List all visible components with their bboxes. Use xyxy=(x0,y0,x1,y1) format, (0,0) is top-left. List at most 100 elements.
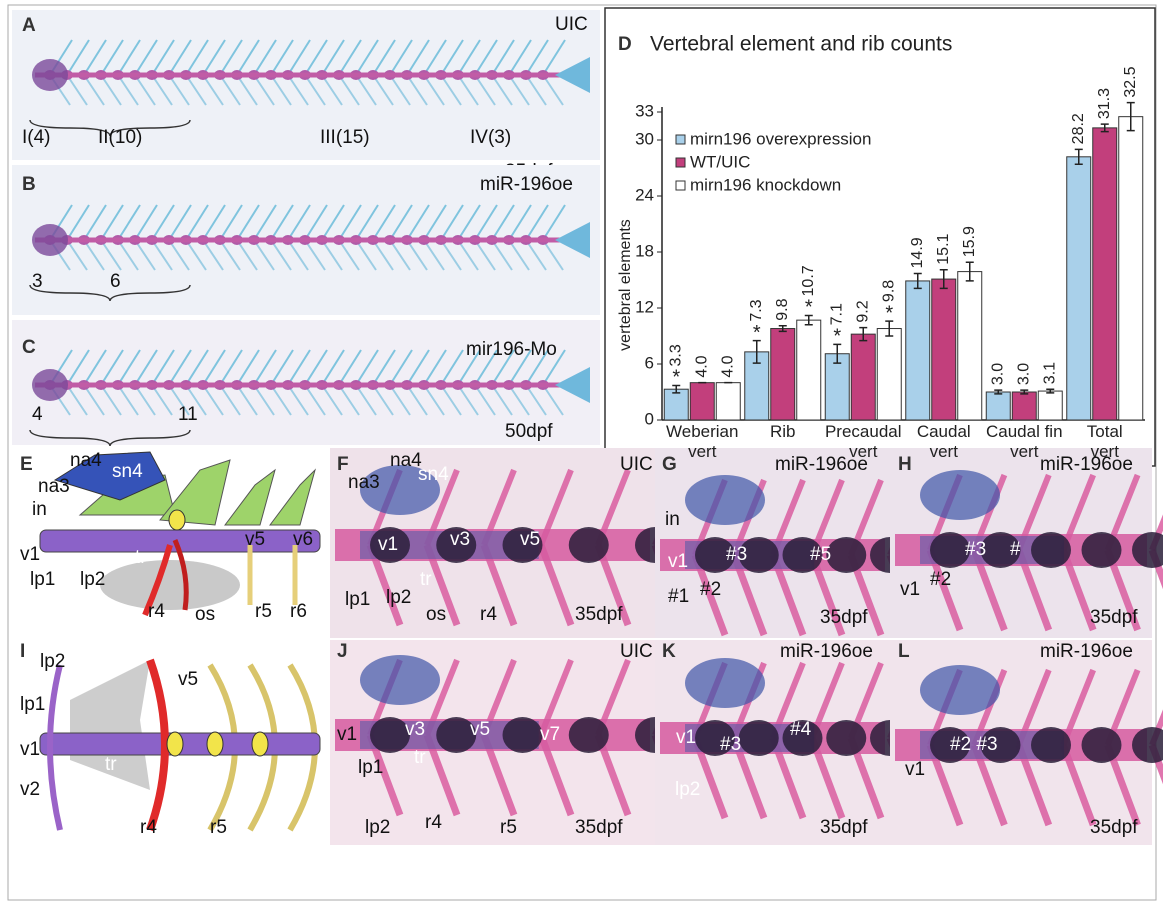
bar xyxy=(877,329,901,420)
centrum xyxy=(1082,532,1122,568)
panel-label: v3 xyxy=(450,529,470,550)
panel-label: #1 xyxy=(668,586,689,607)
value-label: 3.1 xyxy=(1041,362,1058,384)
bar xyxy=(664,389,688,420)
value-label: 7.3 xyxy=(748,299,765,321)
bar xyxy=(690,383,714,420)
bar xyxy=(932,279,956,420)
y-tick-label: 0 xyxy=(645,409,654,428)
panel-label: #3 xyxy=(726,544,747,565)
panel-label: 4 xyxy=(32,404,43,425)
panel-letter: L xyxy=(898,641,910,662)
panel-label: 35dpf xyxy=(820,607,868,628)
value-label: 4.0 xyxy=(719,355,736,377)
y-tick-label: 6 xyxy=(645,353,654,372)
centrum xyxy=(569,527,609,563)
value-label: 9.2 xyxy=(854,300,871,322)
panel-label: 35dpf xyxy=(1090,607,1138,628)
panel-label: v1 xyxy=(337,724,357,745)
panel-label: 35dpf xyxy=(575,817,623,838)
panel-label: v5 xyxy=(470,719,490,740)
centrum xyxy=(569,717,609,753)
panel-label: v1 xyxy=(20,739,40,760)
panel-label: v1 xyxy=(900,579,920,600)
centrum xyxy=(826,537,866,573)
chart-letter: D xyxy=(618,34,632,55)
bar xyxy=(1012,392,1036,420)
panel-letter: C xyxy=(22,337,36,358)
panel-letter: K xyxy=(662,641,676,662)
legend-label: mirn196 knockdown xyxy=(690,175,841,194)
panel-label: na3 xyxy=(38,476,70,497)
y-tick-label: 24 xyxy=(635,185,654,204)
panel-label: na4 xyxy=(70,450,102,471)
bar xyxy=(1067,157,1091,420)
panel-label: v1 xyxy=(378,534,398,555)
panel-label: lp1 xyxy=(345,589,370,610)
panel-label: v6 xyxy=(293,529,313,550)
x-tick-label: Rib xyxy=(738,422,828,442)
panel-label: v3 xyxy=(405,719,425,740)
x-tick-label: Total vert xyxy=(1060,422,1150,462)
panel-label: tr xyxy=(420,569,432,590)
bar xyxy=(1038,391,1062,420)
panel-label: lp2 xyxy=(40,651,65,672)
value-label: 9.8 xyxy=(880,280,897,302)
value-label: 10.7 xyxy=(800,265,817,296)
value-label: 7.1 xyxy=(828,303,845,325)
blue-stain xyxy=(360,655,440,705)
x-tick-label: Weberian vert xyxy=(657,422,747,462)
panel-label: II(10) xyxy=(98,127,142,148)
panel-label: 3 xyxy=(32,271,43,292)
panel-label: in xyxy=(32,499,47,520)
blue-stain xyxy=(685,658,765,708)
panel-label: v2 xyxy=(20,779,40,800)
y-tick-label: 12 xyxy=(635,297,654,316)
panel-label: 35dpf xyxy=(575,604,623,625)
legend-label: WT/UIC xyxy=(690,152,750,171)
head xyxy=(32,224,68,256)
panel-label: v5 xyxy=(245,529,265,550)
panel-label: 11 xyxy=(178,404,198,425)
panel-label: #2 #3 xyxy=(950,734,998,755)
panel-label: r5 xyxy=(500,817,517,838)
panel-label: tr xyxy=(105,754,117,775)
panel-label: lp2 xyxy=(365,817,390,838)
significance-mark: * xyxy=(672,367,680,389)
centrum xyxy=(1031,727,1071,763)
y-axis-label: vertebral elements xyxy=(617,219,634,351)
significance-mark: * xyxy=(805,297,813,319)
panel-label: 50dpf xyxy=(505,421,553,442)
panel-label: r5 xyxy=(210,817,227,838)
x-tick-label: Caudal vert xyxy=(899,422,989,462)
yellow-node xyxy=(207,732,223,756)
y-tick-label: 30 xyxy=(635,129,654,148)
bar xyxy=(906,281,930,420)
panel-label: sn4 xyxy=(112,461,143,482)
x-tick-label: Caudal fin vert xyxy=(979,422,1069,462)
bar xyxy=(771,329,795,420)
panel-label: v5 xyxy=(178,669,198,690)
panel-label: 35dpf xyxy=(820,817,868,838)
head xyxy=(32,369,68,401)
value-label: 9.8 xyxy=(774,298,791,320)
panel-label: UIC xyxy=(620,454,653,475)
panel-label: na3 xyxy=(348,472,380,493)
panel-label: lp2 xyxy=(675,779,700,800)
panel-letter: J xyxy=(337,641,348,662)
panel-label: r4 xyxy=(140,817,157,838)
panel-label: lp1 xyxy=(30,569,55,590)
panel-label: r5 xyxy=(255,601,272,622)
panel-label: 35dpf xyxy=(1090,817,1138,838)
panel-label: os xyxy=(195,604,215,625)
blue-stain xyxy=(685,475,765,525)
bar xyxy=(797,320,821,420)
centrum xyxy=(1082,727,1122,763)
panel-label: #2 xyxy=(930,569,951,590)
yellow-node xyxy=(167,732,183,756)
chart-title: Vertebral element and rib counts xyxy=(650,33,952,56)
legend-swatch xyxy=(676,158,685,167)
panel-label: in xyxy=(665,509,680,530)
panel-label: sn4 xyxy=(418,464,449,485)
panel-letter: B xyxy=(22,174,36,195)
